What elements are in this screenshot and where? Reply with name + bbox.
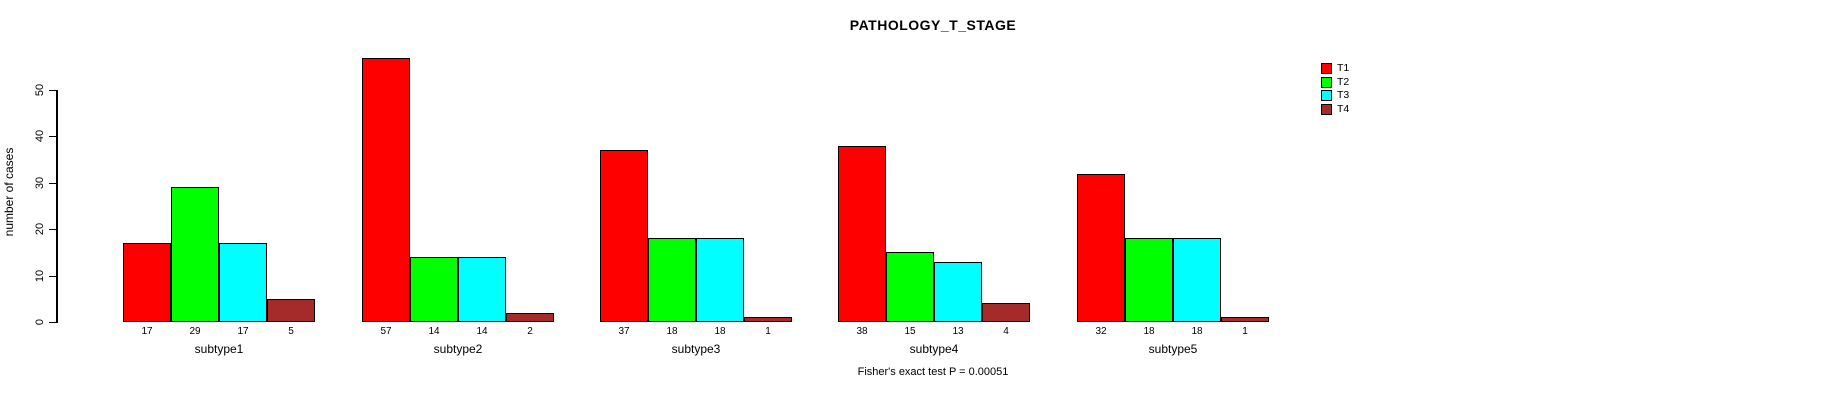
bar-subtype4-T2 [886, 252, 934, 322]
bar-value-subtype1-T1: 17 [141, 326, 153, 337]
bar-subtype3-T1 [600, 150, 648, 322]
legend-swatch-T3 [1321, 90, 1332, 102]
category-label-subtype4: subtype4 [909, 342, 959, 356]
y-tick-mark [49, 322, 56, 323]
legend-swatch-T2 [1321, 76, 1332, 88]
bar-value-subtype4-T3: 13 [952, 326, 964, 337]
bar-subtype3-T4 [744, 317, 792, 322]
legend-swatch-T1 [1321, 63, 1332, 75]
bar-value-subtype2-T1: 57 [380, 326, 392, 337]
legend: T1 T2 T3 T4 [1321, 62, 1349, 116]
bar-subtype5-T4 [1221, 317, 1269, 322]
legend-label-T3: T3 [1337, 89, 1350, 102]
bar-value-subtype1-T4: 5 [288, 326, 294, 337]
bar-value-subtype1-T3: 17 [237, 326, 249, 337]
bar-subtype5-T1 [1077, 174, 1125, 322]
bar-value-subtype1-T2: 29 [189, 326, 201, 337]
bar-value-subtype3-T1: 37 [618, 326, 630, 337]
bar-subtype4-T3 [934, 262, 982, 322]
y-tick-label: 30 [34, 176, 46, 189]
bar-value-subtype5-T4: 1 [1242, 326, 1248, 337]
bar-value-subtype3-T2: 18 [666, 326, 678, 337]
legend-swatch-T4 [1321, 103, 1332, 115]
bar-subtype2-T4 [506, 313, 554, 322]
y-tick-label: 10 [34, 269, 46, 282]
bar-value-subtype5-T3: 18 [1191, 326, 1203, 337]
bar-value-subtype4-T1: 38 [856, 326, 868, 337]
y-tick-mark [49, 182, 56, 184]
y-tick-mark [49, 136, 56, 138]
bar-value-subtype5-T2: 18 [1143, 326, 1155, 337]
bar-subtype2-T2 [410, 257, 458, 322]
category-label-subtype5: subtype5 [1148, 342, 1198, 356]
bar-value-subtype4-T2: 15 [904, 326, 916, 337]
bar-subtype3-T2 [648, 238, 696, 322]
y-axis-line [56, 90, 58, 323]
bar-subtype4-T1 [838, 146, 886, 322]
y-axis-title: number of cases [2, 147, 16, 237]
legend-row-T1: T1 [1321, 62, 1349, 76]
y-tick-label: 20 [34, 223, 46, 236]
bar-value-subtype2-T3: 14 [476, 326, 488, 337]
bar-value-subtype3-T3: 18 [714, 326, 726, 337]
bar-value-subtype3-T4: 1 [765, 326, 771, 337]
y-tick-label: 50 [34, 83, 46, 97]
y-tick-mark [49, 90, 56, 91]
bar-subtype1-T2 [171, 187, 219, 322]
bar-subtype2-T1 [362, 58, 410, 322]
legend-row-T2: T2 [1321, 76, 1349, 90]
y-tick-mark [49, 275, 56, 277]
bar-subtype1-T4 [267, 299, 315, 322]
bar-subtype3-T3 [696, 238, 744, 322]
y-tick-mark [49, 229, 56, 231]
bar-value-subtype2-T2: 14 [428, 326, 440, 337]
bar-value-subtype4-T4: 4 [1003, 326, 1009, 337]
legend-row-T4: T4 [1321, 103, 1349, 117]
chart-title: PATHOLOGY_T_STAGE [849, 17, 1017, 33]
legend-label-T4: T4 [1337, 102, 1350, 115]
bar-subtype1-T1 [123, 243, 171, 322]
bar-subtype2-T3 [458, 257, 506, 322]
legend-row-T3: T3 [1321, 89, 1349, 103]
y-tick-label: 40 [34, 130, 46, 143]
legend-label-T1: T1 [1337, 62, 1350, 75]
bar-subtype4-T4 [982, 303, 1030, 322]
bar-value-subtype5-T1: 32 [1095, 326, 1107, 337]
y-tick-label: 0 [34, 318, 46, 326]
bar-subtype1-T3 [219, 243, 267, 322]
legend-label-T2: T2 [1337, 75, 1350, 88]
bar-subtype5-T3 [1173, 238, 1221, 322]
category-label-subtype2: subtype2 [433, 342, 483, 356]
fisher-test-annotation: Fisher's exact test P = 0.00051 [857, 366, 1009, 378]
category-label-subtype1: subtype1 [194, 342, 244, 356]
bar-subtype5-T2 [1125, 238, 1173, 322]
bar-value-subtype2-T4: 2 [527, 326, 533, 337]
category-label-subtype3: subtype3 [671, 342, 721, 356]
